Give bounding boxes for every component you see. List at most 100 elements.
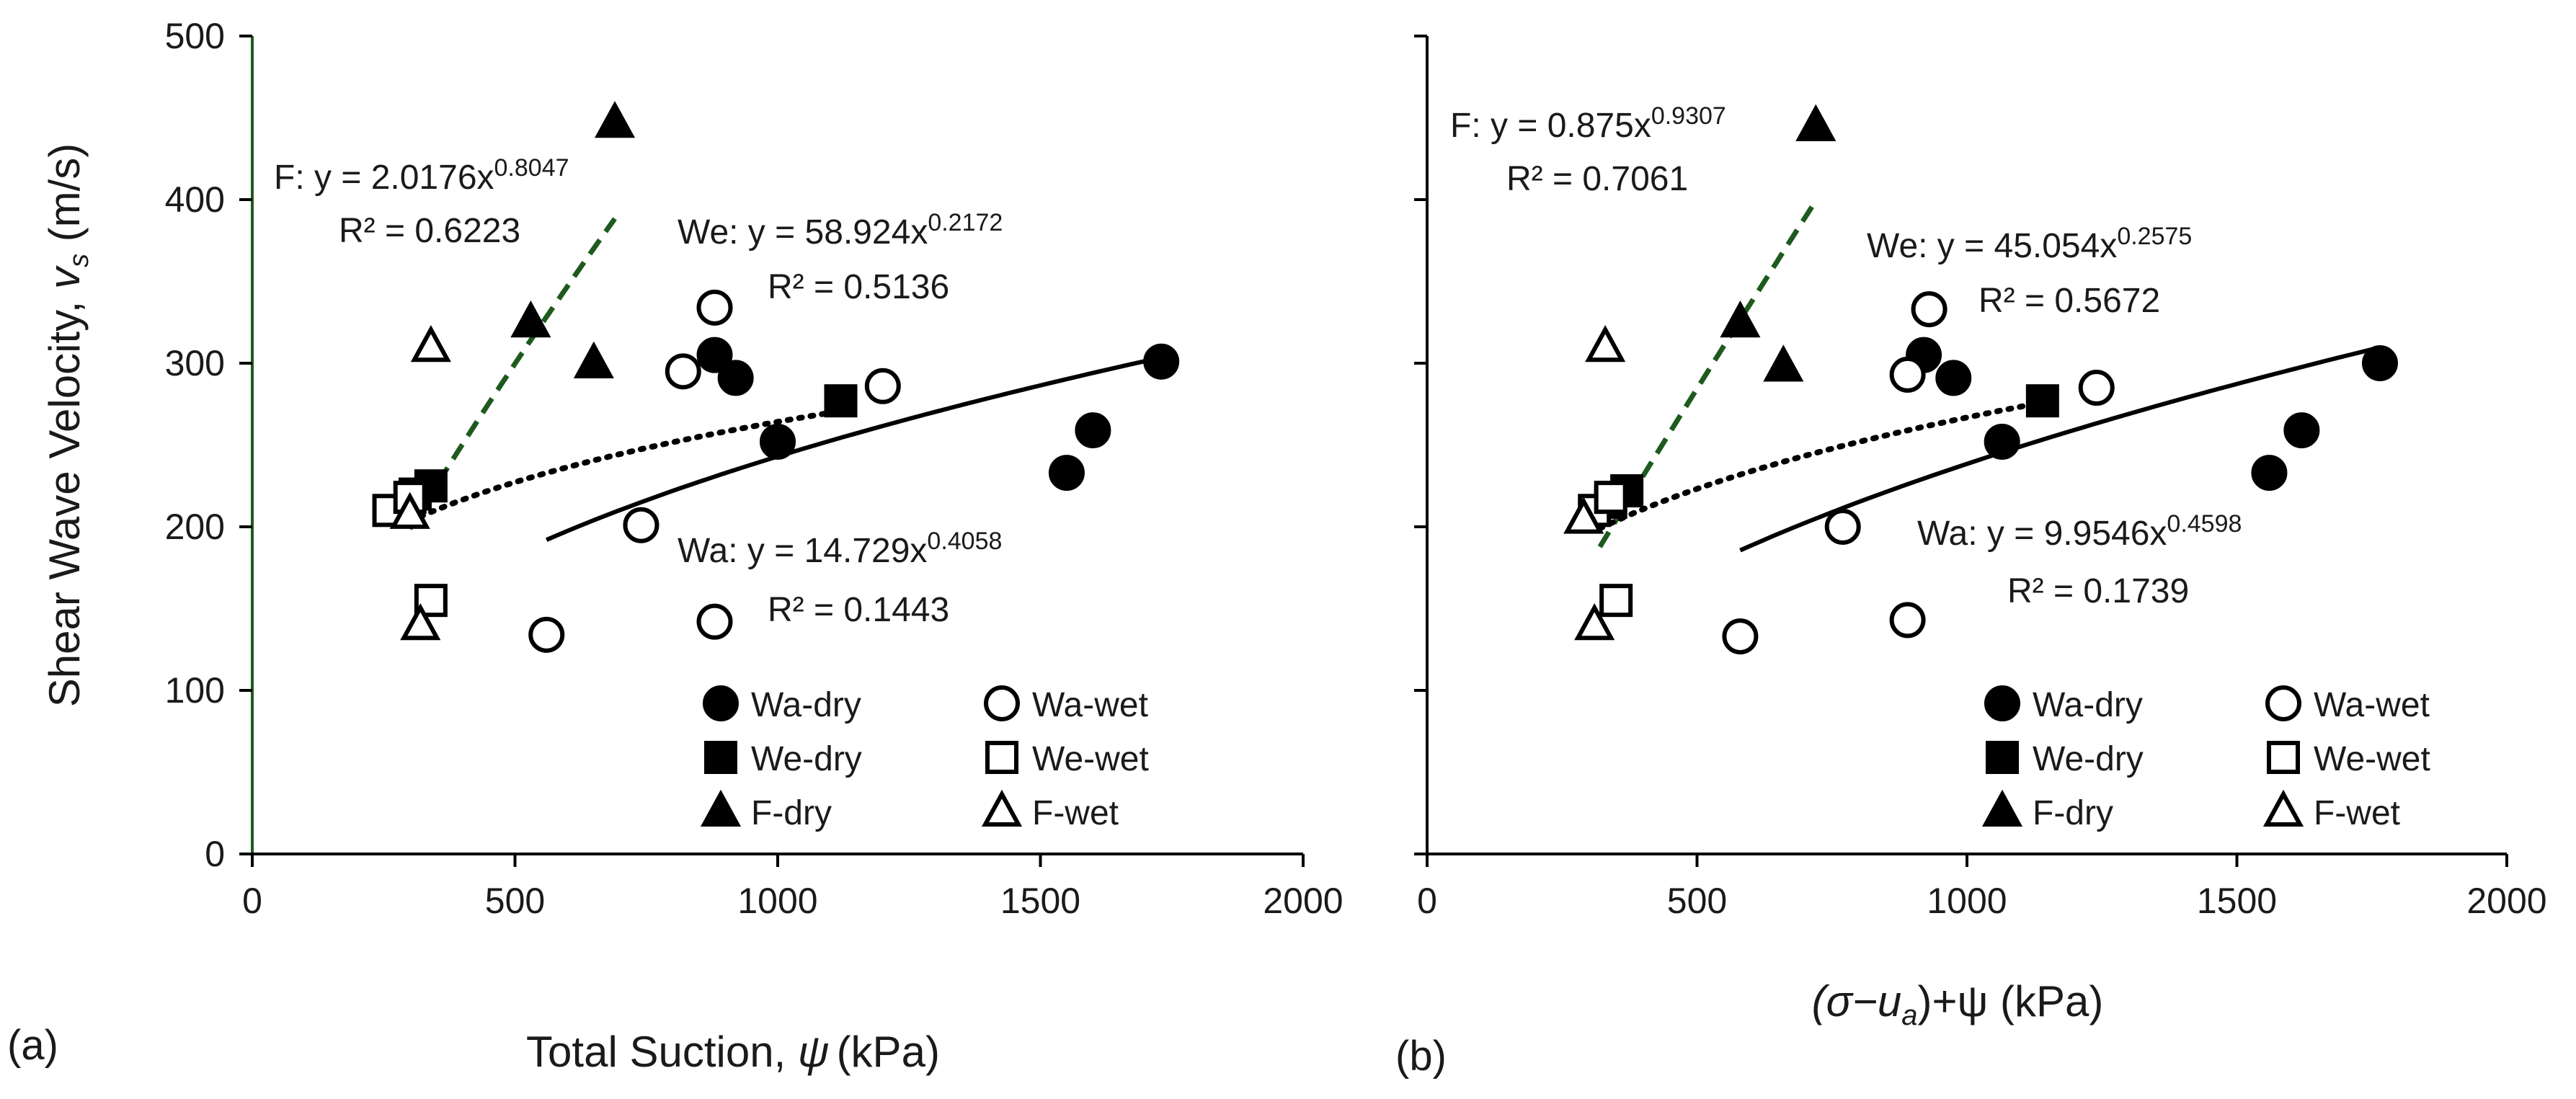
panel-b-x-tick-label: 0 [1417,881,1437,921]
panel-b-x-tick-label: 2000 [2466,881,2546,921]
panel-a-point-f-wet [389,491,430,529]
panel-b: 0 500 1000 1500 2000 F: y = 0.875x0.9307 R² … [1395,35,2547,1080]
panel-a-legend-marker-wa-wet [984,685,1020,721]
panel-a-point-we-wet [414,584,448,618]
panel-a-point-we-dry [824,384,858,418]
panel-a-fit-wa [546,355,1162,542]
panel-b-point-wa-dry [1935,360,1972,396]
panel-b-point-wa-dry [2251,455,2288,491]
panel-a-fit-we [407,408,844,525]
panel-a-data-points [372,101,1180,653]
panel-a-tick-labels: 0 500 1000 1500 2000 0 100 200 300 400 500 [165,16,1343,921]
panel-b-f-equation: F: y = 0.875x0.9307 [1450,102,1726,145]
panel-a-x-axis-title: Total Suction, ψ (kPa) [526,1028,940,1076]
panel-a-x-tick-label: 2000 [1263,881,1343,921]
panel-a-we-r2: R² = 0.5136 [768,268,949,306]
panel-b-legend-marker-f-dry [1981,789,2023,827]
panel-b-point-wa-wet [1911,291,1947,328]
panel-b-legend-marker-we-wet [2267,741,2300,774]
panel-a-point-f-dry [510,301,551,338]
panel-a-x-tick-label: 500 [485,881,545,921]
panel-a-point-wa-dry [760,423,796,460]
panel-a-point-f-wet [410,325,451,362]
panel-b-legend-label-wa-wet: Wa-wet [2314,686,2430,724]
panel-b-we-r2: R² = 0.5672 [1978,282,2160,320]
panel-b-point-we-wet [1599,584,1633,618]
panel-a-point-wa-dry [1143,343,1180,380]
panel-a-wa-equation: Wa: y = 14.729x0.4058 [678,528,1002,570]
panel-a-legend-label-wa-wet: Wa-wet [1032,686,1148,724]
panel-b-legend-label-we-wet: We-wet [2314,740,2430,778]
panel-a-legend: Wa-dry Wa-wet We-dry We-wet F-dry F-wet [700,685,1149,832]
panel-b-point-we-wet [1594,481,1627,515]
panel-a-legend-marker-we-wet [985,741,1018,774]
panel-a-legend-label-f-wet: F-wet [1032,794,1119,832]
panel-a-point-wa-dry [1075,412,1111,449]
panel-b-legend-marker-we-dry [1986,741,2019,774]
panel-a-legend-label-f-dry: F-dry [751,794,832,832]
panel-a-legend-marker-f-wet [981,789,1023,827]
panel-a: 0 500 1000 1500 2000 0 100 200 300 400 500 F: y = … [7,16,1343,1076]
panel-a-point-wa-wet [623,507,659,543]
panel-a-legend-marker-we-dry [704,741,737,774]
panel-a-legend-label-we-dry: We-dry [751,740,862,778]
panel-a-point-wa-dry [717,360,754,396]
panel-b-legend: Wa-dry Wa-wet We-dry We-wet F-dry F-wet [1981,685,2430,832]
panel-b-point-wa-wet [1889,602,1926,639]
panel-b-we-equation: We: y = 45.054x0.2575 [1867,223,2192,265]
panel-a-label: (a) [7,1022,58,1069]
panel-b-point-wa-wet [1722,618,1759,655]
panel-b-point-f-dry [1763,344,1804,382]
panel-a-x-tick-label: 1000 [737,881,817,921]
panel-b-tick-labels: 0 500 1000 1500 2000 [1417,881,2547,921]
panel-b-point-wa-dry [2361,345,2398,381]
panel-a-y-tick-label: 300 [165,343,225,383]
panel-b-fit-we [1596,399,2046,532]
panel-b-x-axis-title: (σ−ua)+ψ (kPa) [1812,977,2104,1031]
panel-a-f-equation: F: y = 2.0176x0.8047 [274,154,569,197]
panel-a-f-r2: R² = 0.6223 [339,212,520,250]
panel-a-legend-label-wa-dry: Wa-dry [751,686,861,724]
panel-b-label: (b) [1395,1033,1447,1080]
panel-a-point-f-wet [400,602,441,641]
panel-b-point-f-dry [1795,104,1836,141]
panel-b-point-wa-wet [1889,356,1926,393]
panel-a-wa-r2: R² = 0.1443 [768,591,949,629]
panel-b-fit-wa [1739,345,2381,553]
panel-a-point-f-dry [573,341,614,378]
panel-a-y-tick-label: 0 [205,834,225,874]
panel-a-axes [239,35,1305,867]
panel-b-point-wa-wet [1824,509,1861,545]
panel-a-point-wa-wet [864,368,901,404]
panel-b-f-r2: R² = 0.7061 [1506,160,1688,198]
panel-b-axes [1414,35,2508,867]
panel-a-legend-label-we-wet: We-wet [1032,740,1149,778]
panel-b-point-wa-dry [1984,423,2020,460]
panel-b-data-points [1563,104,2398,655]
panel-b-x-tick-label: 1000 [1927,881,2007,921]
panel-b-x-tick-label: 1500 [2197,881,2277,921]
panel-a-we-equation: We: y = 58.924x0.2172 [678,209,1003,252]
panel-a-point-wa-dry [1048,455,1085,491]
panel-b-legend-label-wa-dry: Wa-dry [2033,686,2143,724]
panel-b-wa-r2: R² = 0.1739 [2007,572,2189,610]
panel-a-legend-marker-f-dry [700,789,742,827]
panel-b-wa-equation: Wa: y = 9.9546x0.4598 [1917,510,2242,553]
panel-b-point-wa-wet [2078,370,2115,406]
panel-a-point-wa-wet [696,289,733,326]
panel-a-point-f-dry [594,101,636,138]
panel-b-legend-label-f-dry: F-dry [2033,794,2113,832]
panel-a-x-tick-label: 0 [242,881,262,921]
panel-a-y-tick-label: 200 [165,507,225,547]
panel-b-legend-marker-wa-wet [2265,685,2301,721]
panel-a-y-tick-label: 400 [165,179,225,220]
panel-a-point-wa-dry [696,337,733,373]
panel-a-y-axis-title: Shear Wave Velocity, vs (m/s) [40,143,94,708]
panel-b-legend-label-we-dry: We-dry [2033,740,2144,778]
panel-b-legend-label-f-wet: F-wet [2314,794,2400,832]
panel-b-x-tick-label: 500 [1667,881,1727,921]
panel-a-point-wa-wet [696,603,733,640]
panel-b-legend-marker-wa-dry [1984,685,2020,721]
panel-a-y-tick-label: 100 [165,670,225,711]
